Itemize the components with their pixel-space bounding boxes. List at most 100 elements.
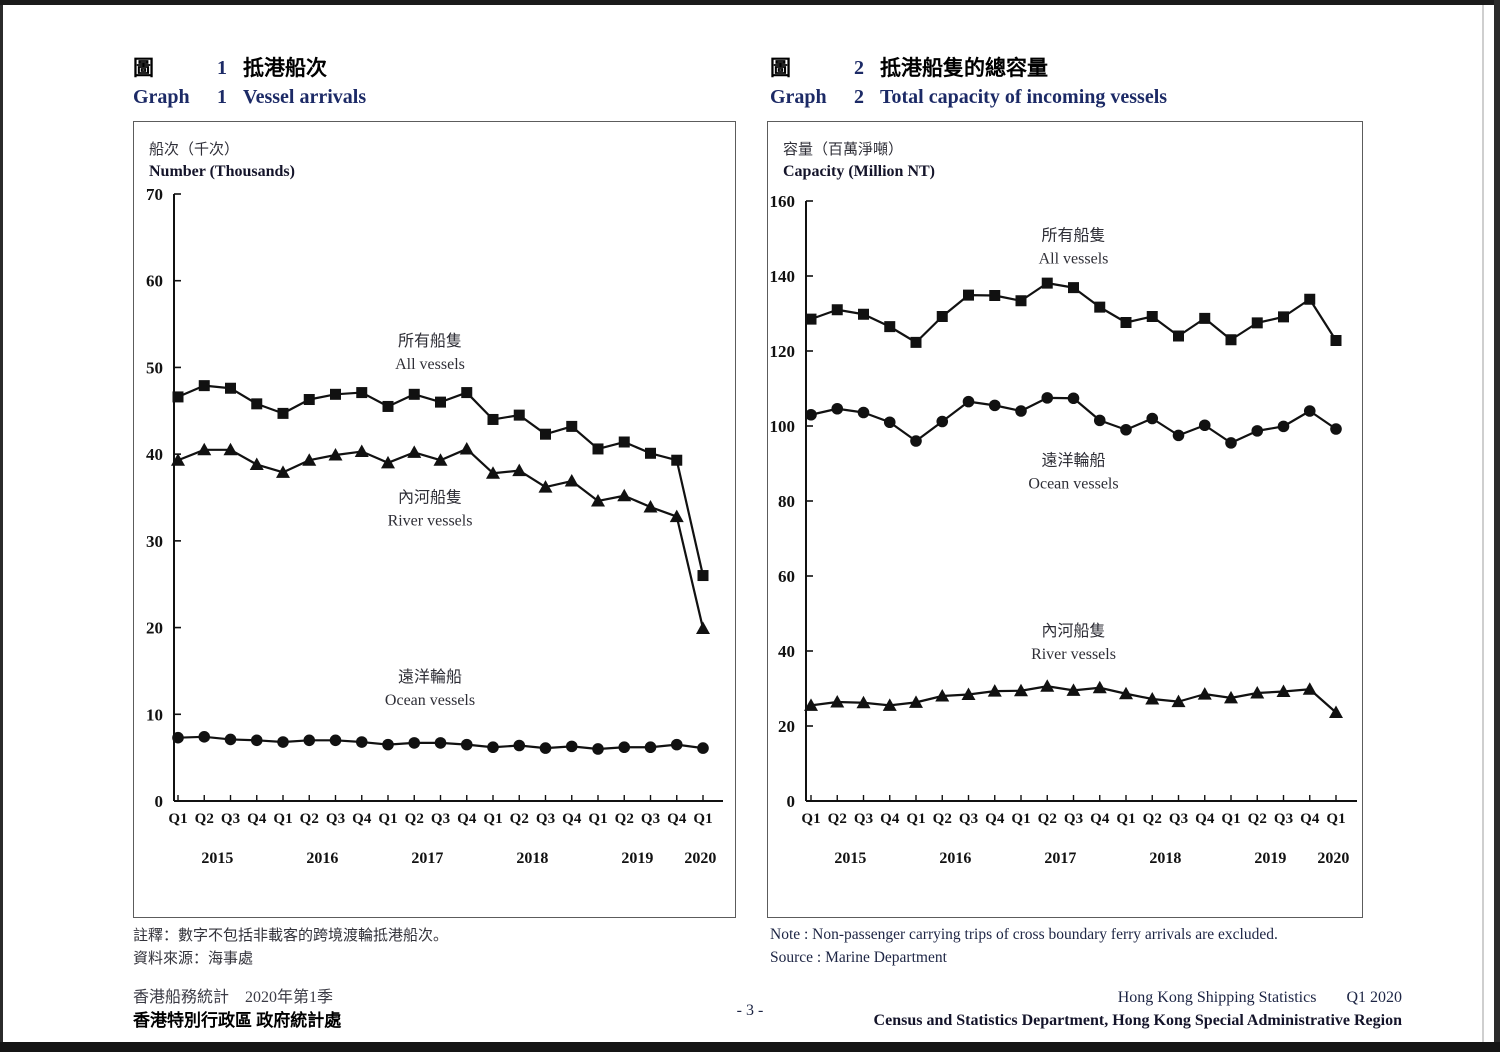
- svg-text:Q1: Q1: [483, 811, 502, 827]
- graph2-panel: 容量（百萬淨噸） Capacity (Million NT) 0 20 40 60 80…: [767, 121, 1363, 918]
- footer-right-line1: Hong Kong Shipping Statistics Q1 2020: [874, 986, 1402, 1009]
- graph1-note-line2: 資料來源：海事處: [133, 951, 254, 967]
- footer-right-publication: Hong Kong Shipping Statistics: [1117, 989, 1317, 1006]
- graph2-number-en-row: 2: [854, 86, 864, 108]
- svg-text:Ocean vessels: Ocean vessels: [385, 692, 475, 709]
- page-number: - 3 -: [736, 1002, 764, 1019]
- svg-text:Q2: Q2: [615, 811, 634, 827]
- scan-frame-gray-line: [1482, 5, 1484, 1042]
- svg-text:120: 120: [770, 342, 796, 361]
- svg-text:Q4: Q4: [562, 811, 582, 827]
- svg-text:20: 20: [778, 717, 795, 736]
- svg-text:遠洋輪船: 遠洋輪船: [1041, 451, 1105, 469]
- svg-text:Q4: Q4: [457, 811, 477, 827]
- svg-text:2016: 2016: [939, 850, 971, 867]
- graph2-title: 圖 2 抵港船隻的總容量 Graph 2 Total capacity of i…: [770, 55, 1167, 111]
- svg-text:Q1: Q1: [378, 811, 397, 827]
- svg-text:2016: 2016: [306, 850, 338, 867]
- svg-text:50: 50: [146, 358, 163, 377]
- svg-text:2015: 2015: [834, 850, 866, 867]
- footer-right: Hong Kong Shipping Statistics Q1 2020 Cen…: [874, 986, 1402, 1032]
- svg-text:Q3: Q3: [536, 811, 555, 827]
- svg-text:80: 80: [778, 492, 795, 511]
- svg-text:2020: 2020: [1317, 850, 1349, 867]
- svg-text:內河船隻: 內河船隻: [1041, 622, 1105, 640]
- svg-text:所有船隻: 所有船隻: [1041, 226, 1105, 244]
- graph1-fig-label-zh: 圖: [133, 56, 154, 80]
- svg-text:Q3: Q3: [1274, 811, 1293, 827]
- footer-right-issue: Q1 2020: [1346, 989, 1402, 1006]
- svg-text:Q2: Q2: [933, 811, 952, 827]
- svg-text:River vessels: River vessels: [388, 513, 473, 530]
- svg-text:Q3: Q3: [1169, 811, 1188, 827]
- graph1-unit-en: Number (Thousands): [149, 163, 295, 180]
- graph2-fig-label-zh: 圖: [770, 56, 791, 80]
- svg-text:2019: 2019: [1254, 850, 1286, 867]
- graph2-axis-unit: 容量（百萬淨噸） Capacity (Million NT): [783, 140, 935, 183]
- graph2-note: Note : Non-passenger carrying trips of c…: [770, 923, 1278, 969]
- graph2-unit-en: Capacity (Million NT): [783, 163, 935, 180]
- svg-text:Q1: Q1: [693, 811, 712, 827]
- svg-text:2019: 2019: [621, 850, 653, 867]
- svg-text:Q1: Q1: [1116, 811, 1135, 827]
- graph1-fig-label-en: Graph: [133, 86, 190, 108]
- svg-text:Q4: Q4: [352, 811, 372, 827]
- svg-text:2017: 2017: [1044, 850, 1076, 867]
- svg-text:Q2: Q2: [1143, 811, 1162, 827]
- svg-text:All vessels: All vessels: [395, 356, 465, 373]
- scan-frame-top: [0, 0, 1500, 5]
- svg-text:0: 0: [155, 792, 164, 811]
- svg-text:Q2: Q2: [195, 811, 214, 827]
- svg-text:Q1: Q1: [273, 811, 292, 827]
- svg-text:140: 140: [770, 267, 796, 286]
- svg-text:Q3: Q3: [641, 811, 660, 827]
- svg-text:40: 40: [146, 445, 163, 464]
- svg-text:Q4: Q4: [247, 811, 267, 827]
- svg-text:Q1: Q1: [1011, 811, 1030, 827]
- svg-text:Q2: Q2: [510, 811, 529, 827]
- svg-text:Q3: Q3: [431, 811, 450, 827]
- svg-text:30: 30: [146, 532, 163, 551]
- graph2-title-en: Total capacity of incoming vessels: [880, 86, 1168, 108]
- graph1-title-en: Vessel arrivals: [243, 86, 367, 108]
- svg-text:Q1: Q1: [906, 811, 925, 827]
- scan-frame-right: [1494, 0, 1500, 1052]
- graph1-title: 圖 1 抵港船次 Graph 1 Vessel arrivals: [133, 55, 366, 111]
- svg-text:Q4: Q4: [1090, 811, 1110, 827]
- svg-text:70: 70: [146, 185, 163, 204]
- svg-text:Q2: Q2: [828, 811, 847, 827]
- svg-text:Q1: Q1: [168, 811, 187, 827]
- graph2-note-line1: Note : Non-passenger carrying trips of c…: [770, 926, 1278, 943]
- graph1-note-line1: 註釋：數字不包括非載客的跨境渡輪抵港船次。: [133, 928, 449, 944]
- svg-text:遠洋輪船: 遠洋輪船: [398, 668, 462, 686]
- svg-text:40: 40: [778, 642, 795, 661]
- svg-text:Q4: Q4: [880, 811, 900, 827]
- svg-text:所有船隻: 所有船隻: [398, 332, 462, 350]
- svg-text:2015: 2015: [201, 850, 233, 867]
- footer-left-line1: 香港船務統計 2020年第1季: [133, 989, 334, 1006]
- svg-text:Q3: Q3: [959, 811, 978, 827]
- graph1-title-zh: 抵港船次: [243, 56, 327, 80]
- graph1-note: 註釋：數字不包括非載客的跨境渡輪抵港船次。 資料來源：海事處: [133, 925, 448, 971]
- svg-text:Q2: Q2: [1248, 811, 1267, 827]
- svg-text:60: 60: [146, 272, 163, 291]
- total-capacity-chart: 0 20 40 60 80 100 120 140 160 Q1 Q2 Q3 Q4 Q1 Q2 Q3 Q4 Q1 Q…: [770, 192, 1357, 867]
- svg-text:Q4: Q4: [667, 811, 687, 827]
- svg-text:2018: 2018: [516, 850, 548, 867]
- graph2-note-line2: Source : Marine Department: [770, 949, 947, 966]
- svg-text:Q1: Q1: [588, 811, 607, 827]
- scan-frame-left: [0, 5, 3, 1042]
- svg-text:20: 20: [146, 619, 163, 638]
- graph2-title-zh: 抵港船隻的總容量: [880, 56, 1048, 80]
- footer-left-line2: 香港特別行政區 政府統計處: [133, 1011, 342, 1030]
- graph2-fig-label-en: Graph: [770, 86, 827, 108]
- svg-text:Q3: Q3: [326, 811, 345, 827]
- graph1-number-en-row: 1: [217, 86, 227, 108]
- svg-text:Q2: Q2: [300, 811, 319, 827]
- svg-text:Q3: Q3: [221, 811, 240, 827]
- svg-text:River vessels: River vessels: [1031, 646, 1116, 663]
- footer-left: 香港船務統計 2020年第1季 香港特別行政區 政府統計處: [133, 986, 341, 1033]
- svg-text:Q4: Q4: [985, 811, 1005, 827]
- vessel-arrivals-chart: 0 10 20 30 40 50 60 70 Q1 Q2 Q3 Q4 Q1 Q2 Q3 Q4 Q1 Q2 Q3 Q4 Q…: [146, 185, 723, 867]
